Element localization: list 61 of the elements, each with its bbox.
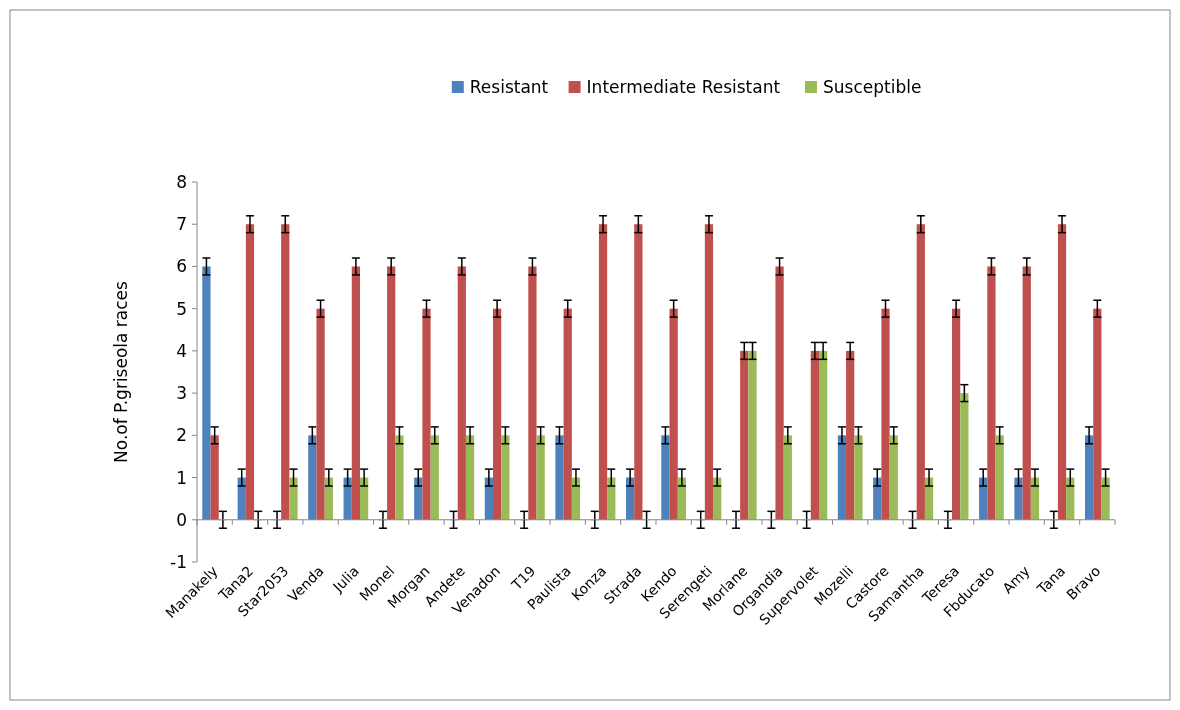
bar — [783, 435, 792, 520]
bar — [916, 224, 925, 520]
bar — [202, 266, 211, 520]
bar — [430, 435, 439, 520]
bar — [351, 266, 360, 520]
bar — [536, 435, 545, 520]
bar — [1057, 224, 1067, 520]
y-tick-label: 5 — [176, 298, 187, 319]
bar — [289, 477, 298, 520]
y-tick-label: 1 — [176, 467, 187, 488]
bar — [387, 266, 396, 520]
bar — [555, 435, 564, 520]
y-tick-label: 2 — [176, 425, 187, 446]
bar — [889, 435, 898, 520]
bar — [987, 266, 996, 520]
bar — [960, 393, 969, 520]
legend-label: Susceptible — [823, 76, 922, 97]
bar — [1093, 308, 1102, 520]
y-tick-label: 3 — [176, 383, 187, 404]
bar — [316, 308, 325, 520]
bar — [669, 308, 678, 520]
bar — [395, 435, 404, 520]
y-tick-label: 8 — [176, 171, 187, 192]
bar — [308, 435, 317, 520]
bar — [210, 435, 219, 520]
bar — [846, 350, 855, 520]
bar — [775, 266, 784, 520]
bar — [245, 224, 255, 520]
bar — [563, 308, 572, 520]
bar — [995, 435, 1004, 520]
bar — [881, 308, 890, 520]
y-axis-title: No.of P.griseola races — [111, 280, 131, 463]
bar — [1014, 477, 1023, 520]
bar — [465, 435, 475, 520]
bar — [740, 350, 749, 520]
bar — [493, 308, 502, 520]
bar — [1084, 435, 1094, 520]
bar — [952, 308, 961, 520]
bar — [819, 350, 828, 520]
y-tick-label: 6 — [176, 256, 187, 277]
bar — [598, 224, 608, 520]
bar — [837, 435, 847, 520]
y-tick-label: 7 — [176, 214, 187, 235]
legend-label: Intermediate Resistant — [586, 76, 781, 97]
y-tick-label: 4 — [176, 340, 187, 361]
bar — [661, 435, 670, 520]
bar — [1101, 477, 1110, 520]
bar — [704, 224, 714, 520]
bar — [748, 350, 757, 520]
bar — [422, 308, 431, 520]
bar — [281, 224, 290, 520]
bar — [1022, 266, 1031, 520]
bar — [457, 266, 466, 520]
bar — [501, 435, 510, 520]
legend-label: Resistant — [469, 76, 549, 97]
bar — [810, 350, 819, 520]
bar — [634, 224, 643, 520]
bar — [528, 266, 537, 520]
bar — [854, 435, 863, 520]
y-tick-label: -1 — [170, 551, 187, 572]
y-tick-label: 0 — [176, 509, 187, 530]
